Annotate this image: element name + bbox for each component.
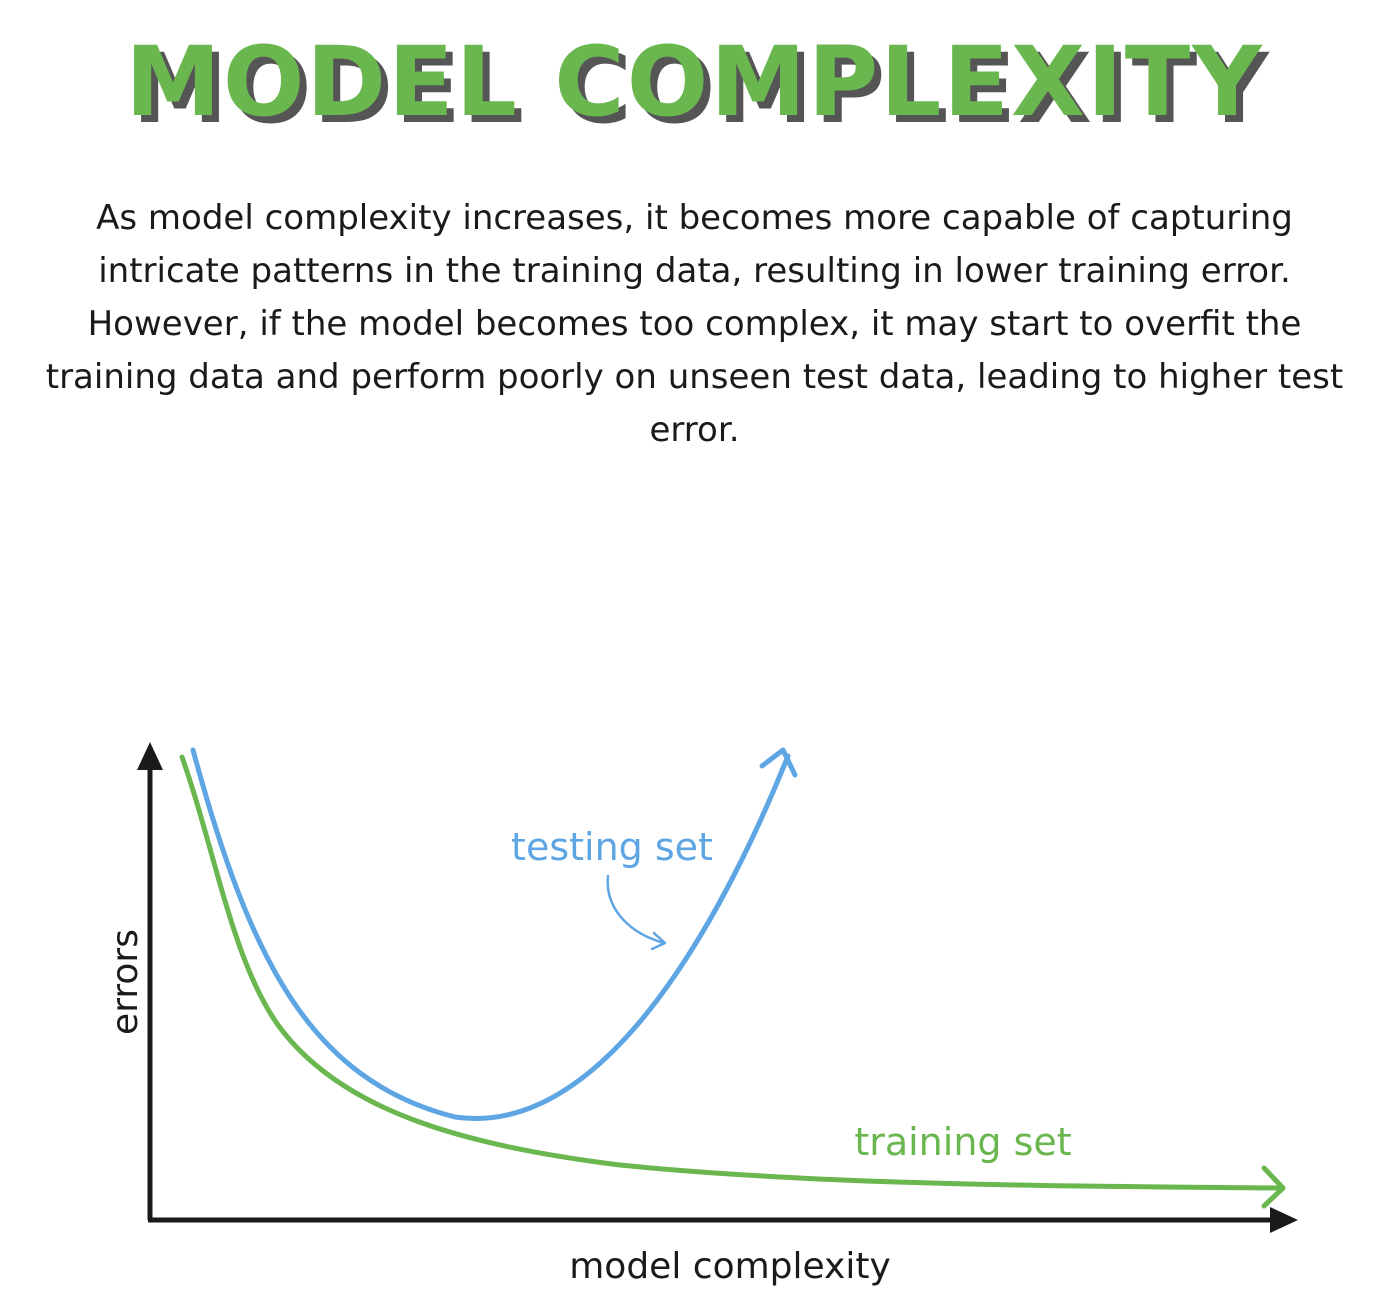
x-axis-label: model complexity xyxy=(569,1246,891,1287)
testing-pointer-curve xyxy=(606,874,666,945)
page-title: MODEL COMPLEXITY xyxy=(125,26,1264,138)
x-axis-arrow-icon xyxy=(1270,1207,1298,1233)
testing-curve xyxy=(190,747,791,1122)
training-set-label: training set xyxy=(854,1120,1071,1164)
y-axis-label: errors xyxy=(105,929,146,1035)
testing-arrow-icon xyxy=(759,747,798,778)
y-axis-arrow-icon xyxy=(137,742,163,770)
testing-pointer-arrow-icon xyxy=(650,931,667,951)
axes xyxy=(137,742,1298,1233)
description-text: As model complexity increases, it become… xyxy=(45,198,1344,450)
training-arrow-icon xyxy=(1261,1165,1286,1209)
training-curve xyxy=(179,754,1283,1191)
testing-set-label: testing set xyxy=(511,825,713,869)
